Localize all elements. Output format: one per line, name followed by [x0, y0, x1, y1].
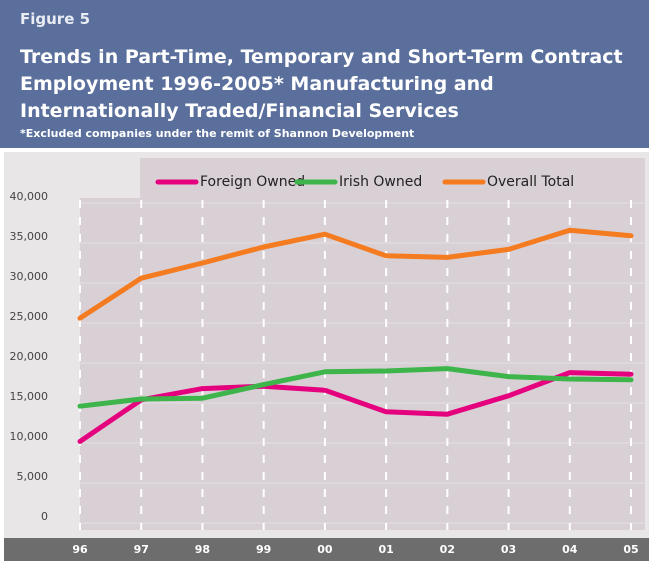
x-tick-label: 05 [623, 543, 638, 556]
y-tick-label: 5,000 [17, 470, 49, 483]
x-tick-label: 99 [256, 543, 271, 556]
x-tick-label: 97 [134, 543, 149, 556]
x-tick-label: 02 [440, 543, 455, 556]
y-tick-label: 25,000 [10, 310, 49, 323]
y-tick-label: 15,000 [10, 390, 49, 403]
x-tick-label: 01 [378, 543, 393, 556]
series-line [77, 366, 634, 409]
chart-subtitle: *Excluded companies under the remit of S… [20, 127, 415, 140]
header: Figure 5 Trends in Part-Time, Temporary … [0, 0, 649, 148]
series-line [77, 370, 634, 444]
legend-background [140, 158, 645, 198]
y-tick-label: 30,000 [10, 270, 49, 283]
y-tick-label: 0 [41, 510, 48, 523]
x-tick-label: 00 [317, 543, 333, 556]
legend-label: Irish Owned [339, 174, 422, 190]
plot-background [80, 198, 645, 530]
x-tick-label: 04 [562, 543, 578, 556]
legend-label: Foreign Owned [200, 174, 305, 190]
x-tick-label: 98 [195, 543, 210, 556]
y-tick-label: 35,000 [10, 230, 49, 243]
x-tick-label: 03 [501, 543, 516, 556]
y-tick-label: 20,000 [10, 350, 49, 363]
x-axis-strip [4, 538, 649, 561]
series-line [77, 227, 634, 321]
figure-label: Figure 5 [20, 10, 91, 28]
chart-title: Trends in Part-Time, Temporary and Short… [20, 46, 623, 122]
x-tick-label: 96 [72, 543, 88, 556]
y-tick-label: 10,000 [10, 430, 49, 443]
legend-label: Overall Total [487, 174, 574, 190]
y-tick-label: 40,000 [10, 190, 49, 203]
